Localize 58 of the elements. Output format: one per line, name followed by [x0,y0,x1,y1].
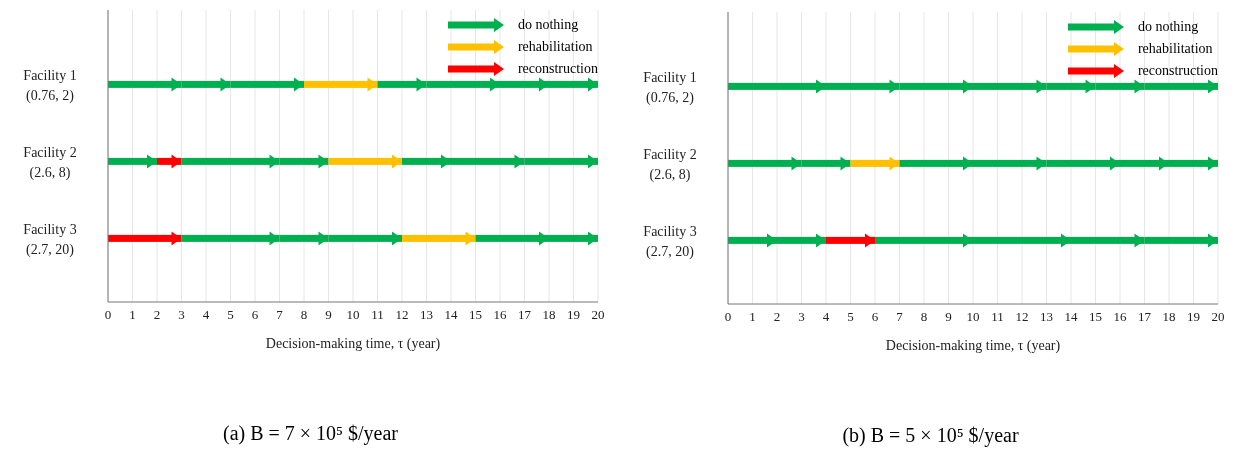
x-tick-label: 15 [469,307,482,323]
y-tick-label: Facility 1 (0.76, 2) [643,69,697,106]
x-tick-label: 3 [178,307,185,323]
x-tick-label: 8 [920,309,928,325]
x-tick-label: 17 [1138,309,1152,325]
x-tick-label: 18 [542,307,556,323]
x-tick-label: 17 [518,307,532,323]
x-tick-label: 16 [493,307,507,323]
x-tick-label: 7 [896,309,904,325]
x-tick-label: 20 [591,307,605,323]
y-tick-label: Facility 1 (0.76, 2) [23,67,77,104]
x-tick-label: 5 [847,309,854,325]
x-tick-label: 10 [966,309,980,325]
x-tick-label: 15 [1089,309,1102,325]
x-tick-label: 12 [395,307,409,323]
x-tick-label: 4 [822,309,830,325]
x-tick-label: 2 [773,309,781,325]
text: (b) B = 5 × 10⁵ $/year [841,424,1020,447]
y-tick-label: Facility 3 (2.7, 20) [23,221,77,258]
x-axis-title: Decision-making time, τ (year) [885,338,1061,354]
x-tick-label: 1 [749,309,756,325]
x-tick-label: 4 [202,307,210,323]
x-tick-label: 18 [1162,309,1176,325]
x-tick-label: 8 [300,307,308,323]
x-tick-label: 9 [325,307,332,323]
legend-label: do nothing [517,16,579,34]
y-tick-label: Facility 2 (2.6, 8) [23,144,77,181]
x-tick-label: 5 [227,307,234,323]
x-tick-label: 14 [1064,309,1078,325]
x-tick-label: 6 [871,309,879,325]
x-tick-label: 0 [724,309,732,325]
legend-label: do nothing [1137,18,1199,36]
x-tick-label: 20 [1211,309,1225,325]
x-axis-title: Decision-making time, τ (year) [265,336,441,352]
legend-label: reconstruction [1137,62,1218,80]
text: (a) B = 7 × 10⁵ $/year [221,422,399,445]
x-tick-label: 19 [1187,309,1200,325]
x-tick-label: 6 [251,307,259,323]
x-tick-label: 14 [444,307,458,323]
legend-label: reconstruction [517,60,598,78]
x-tick-label: 7 [276,307,284,323]
y-tick-label: Facility 3 (2.7, 20) [643,223,697,260]
y-tick-label: Facility 2 (2.6, 8) [643,146,697,183]
x-tick-label: 2 [153,307,161,323]
x-tick-label: 3 [798,309,805,325]
x-tick-label: 1 [129,307,136,323]
x-tick-label: 11 [991,309,1004,325]
x-tick-label: 13 [420,307,433,323]
x-tick-label: 19 [567,307,580,323]
x-tick-label: 16 [1113,309,1127,325]
x-tick-label: 11 [371,307,384,323]
x-tick-label: 12 [1015,309,1029,325]
legend-label: rehabilitation [517,38,593,56]
x-tick-label: 0 [104,307,112,323]
x-tick-label: 13 [1040,309,1053,325]
x-tick-label: 10 [346,307,360,323]
x-tick-label: 9 [945,309,952,325]
legend-label: rehabilitation [1137,40,1213,58]
